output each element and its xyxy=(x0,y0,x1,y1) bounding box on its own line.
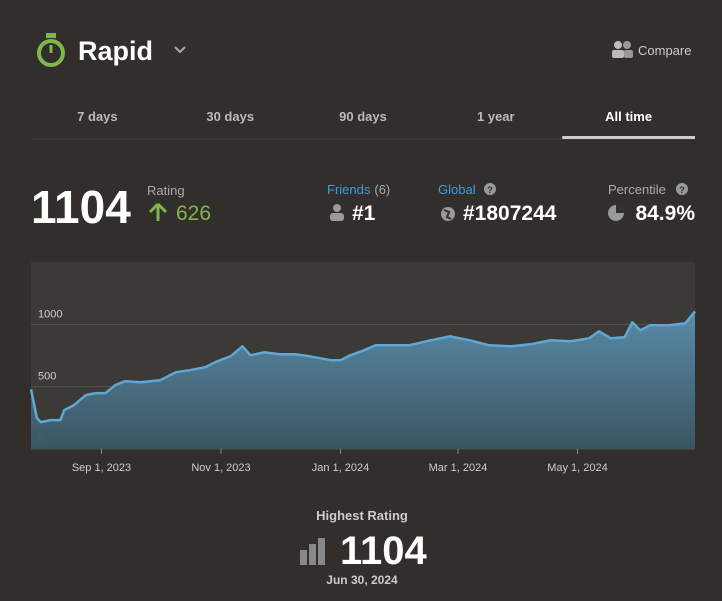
y-tick-label: 1000 xyxy=(38,308,62,320)
tab[interactable]: 7 days xyxy=(77,109,117,124)
friends-label[interactable]: Friends xyxy=(327,182,371,197)
rating-line xyxy=(29,310,696,424)
svg-text:?: ? xyxy=(679,185,685,195)
percentile-label: Percentile xyxy=(608,182,666,197)
compare-button[interactable]: Compare xyxy=(638,43,691,58)
help-icon[interactable]: ? xyxy=(676,183,688,195)
highest-label: Highest Rating xyxy=(316,508,408,523)
rating-area xyxy=(31,311,695,449)
tab[interactable]: 90 days xyxy=(339,109,387,124)
friends-rank: #1 xyxy=(352,202,376,225)
friends-header: Friends (6) xyxy=(327,182,390,197)
person-icon xyxy=(330,204,344,221)
svg-text:?: ? xyxy=(487,185,493,195)
globe-icon xyxy=(441,207,455,221)
x-tick-label: Sep 1, 2023 xyxy=(72,462,131,474)
percentile-value: 84.9% xyxy=(635,202,695,225)
y-tick-label: 500 xyxy=(38,371,56,383)
rating-label: Rating xyxy=(147,183,185,198)
compare-icon[interactable] xyxy=(612,41,633,58)
rating-change: 626 xyxy=(176,202,211,225)
tab[interactable]: All time xyxy=(605,109,652,124)
x-tick-label: May 1, 2024 xyxy=(547,462,608,474)
highest-date: Jun 30, 2024 xyxy=(326,573,398,587)
tab[interactable]: 1 year xyxy=(477,109,515,124)
global-label[interactable]: Global xyxy=(438,182,476,197)
up-arrow xyxy=(148,202,168,221)
tab[interactable]: 30 days xyxy=(206,109,254,124)
mode-title[interactable]: Rapid xyxy=(78,36,153,66)
highest-value: 1104 xyxy=(340,529,428,573)
pie-icon xyxy=(608,205,624,221)
stopwatch-icon xyxy=(37,33,65,67)
x-tick-label: Mar 1, 2024 xyxy=(429,462,488,474)
rating-value: 1104 xyxy=(31,181,131,233)
bar-icon xyxy=(300,538,325,565)
help-icon[interactable]: ? xyxy=(484,183,496,195)
x-tick-label: Nov 1, 2023 xyxy=(191,462,250,474)
tab-underline xyxy=(562,136,695,139)
global-rank: #1807244 xyxy=(463,202,557,225)
dropdown-chevron[interactable] xyxy=(174,46,186,54)
x-tick-label: Jan 1, 2024 xyxy=(312,462,370,474)
friends-count: (6) xyxy=(374,182,390,197)
